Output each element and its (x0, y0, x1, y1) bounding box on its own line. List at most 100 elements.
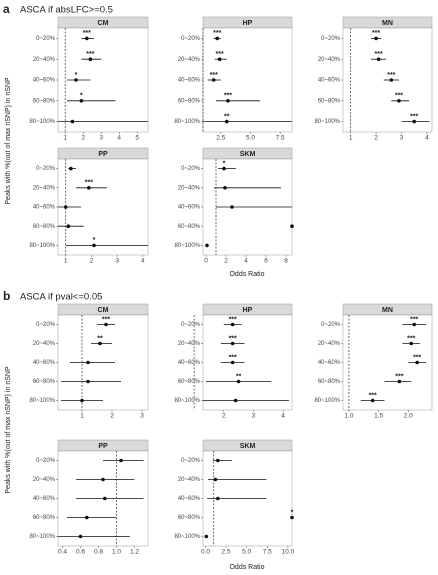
x-tick-label: 3 (99, 135, 103, 142)
x-tick-label: 7.5 (276, 135, 285, 142)
significance-label: *** (413, 354, 421, 361)
category-label: 20~40% (318, 57, 341, 63)
x-tick-label: 2 (222, 413, 226, 420)
category-label: 60~80% (178, 224, 201, 230)
category-label: 20~40% (318, 341, 341, 347)
point-estimate (98, 341, 102, 346)
significance-label: * (80, 93, 83, 100)
point-estimate (79, 99, 84, 103)
strip-label: HP (243, 307, 253, 314)
point-estimate (85, 36, 89, 41)
category-label: 0~20% (321, 36, 341, 42)
significance-label: *** (86, 51, 94, 58)
significance-label: *** (395, 373, 403, 380)
point-estimate (230, 341, 235, 346)
x-tick-label: 3 (400, 135, 404, 142)
x-tick-label: 0.4 (58, 549, 67, 556)
x-tick-label: 2 (81, 135, 85, 142)
point-estimate (204, 534, 209, 539)
category-label: 40~60% (33, 360, 56, 366)
strip-label: HP (243, 20, 253, 27)
x-tick-label: 3 (140, 413, 144, 420)
category-label: 80~100% (29, 534, 55, 540)
x-tick-label: 1 (80, 413, 84, 420)
point-estimate (412, 322, 417, 327)
point-estimate (216, 496, 220, 501)
point-estimate (233, 398, 238, 403)
x-tick-label: 4 (281, 413, 285, 420)
x-tick-label: 1.2 (130, 549, 139, 556)
category-label: 40~60% (178, 205, 201, 211)
x-tick-label: 1.0 (344, 413, 353, 420)
category-label: 60~80% (33, 224, 56, 230)
point-estimate (63, 205, 68, 209)
category-label: 0~20% (181, 322, 201, 328)
point-estimate (213, 477, 218, 482)
significance-label: *** (229, 354, 237, 361)
x-tick-label: 1.5 (374, 413, 383, 420)
category-label: 80~100% (314, 398, 340, 404)
category-label: 60~80% (178, 98, 201, 104)
category-label: 80~100% (174, 119, 200, 125)
significance-label: * (93, 237, 96, 244)
significance-label: *** (213, 30, 221, 37)
x-tick-label: 4 (141, 258, 145, 265)
category-label: 20~40% (178, 57, 201, 63)
point-estimate (69, 166, 73, 171)
significance-label: *** (102, 316, 110, 323)
x-tick-label: 0 (204, 258, 208, 265)
x-tick-label: 5.0 (246, 135, 255, 142)
point-estimate (224, 119, 229, 124)
category-label: 20~40% (178, 477, 201, 483)
category-label: 80~100% (29, 243, 55, 249)
point-estimate (223, 186, 227, 190)
point-estimate (290, 515, 294, 520)
point-estimate (230, 322, 235, 327)
category-label: 0~20% (36, 458, 56, 464)
strip-label: PP (98, 151, 108, 158)
x-axis-label: Odds Ratio (229, 271, 264, 278)
category-label: 80~100% (314, 119, 340, 125)
point-estimate (74, 78, 78, 82)
significance-label: *** (229, 316, 237, 323)
x-tick-label: 7.5 (263, 549, 272, 556)
significance-label: *** (369, 392, 377, 399)
x-tick-label: 2 (110, 413, 114, 420)
category-label: 20~40% (33, 477, 56, 483)
significance-label: * (75, 72, 78, 79)
category-label: 80~100% (29, 398, 55, 404)
y-axis-label: Peaks with %(out of max nSNP) in nSNP (5, 366, 12, 494)
point-estimate (101, 477, 105, 482)
significance-label: * (291, 509, 294, 516)
point-estimate (205, 243, 209, 248)
category-label: 20~40% (33, 185, 56, 191)
point-estimate (78, 534, 83, 539)
point-estimate (230, 205, 234, 209)
point-estimate (104, 322, 108, 327)
x-tick-label: 8 (284, 258, 288, 265)
category-label: 20~40% (33, 341, 56, 347)
category-label: 60~80% (318, 98, 341, 104)
x-tick-label: 3 (252, 413, 256, 420)
x-tick-label: 0.8 (94, 549, 103, 556)
significance-label: ** (236, 373, 242, 380)
point-estimate (226, 99, 230, 103)
x-tick-label: 4 (117, 135, 121, 142)
category-label: 0~20% (181, 36, 201, 42)
y-axis-label: Peaks with %(out of max nSNP) in nSNP (5, 77, 12, 205)
category-label: 40~60% (33, 496, 56, 502)
significance-label: *** (410, 316, 418, 323)
category-label: 0~20% (181, 166, 201, 172)
x-tick-label: 5.0 (242, 549, 251, 556)
category-label: 40~60% (178, 360, 201, 366)
x-tick-label: 2 (374, 135, 378, 142)
category-label: 60~80% (178, 515, 201, 521)
point-estimate (222, 166, 226, 171)
point-estimate (415, 360, 419, 365)
point-estimate (236, 379, 241, 384)
point-estimate (70, 119, 75, 124)
strip-label: PP (98, 443, 108, 450)
category-label: 0~20% (181, 458, 201, 464)
category-label: 80~100% (174, 534, 200, 540)
point-estimate (92, 243, 96, 248)
